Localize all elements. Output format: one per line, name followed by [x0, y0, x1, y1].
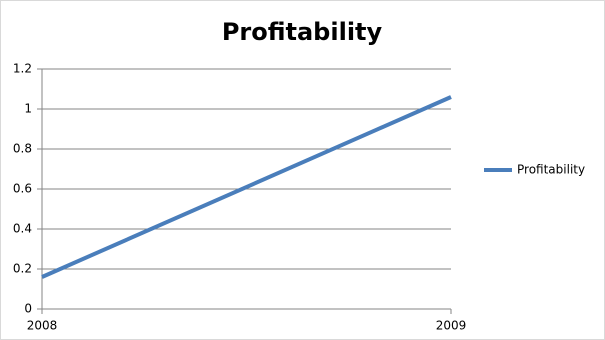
- y-tick-label: 0.6: [13, 182, 32, 196]
- y-tick-label: 0.8: [13, 142, 32, 156]
- legend-label: Profitability: [517, 163, 585, 177]
- y-tick-label: 1: [24, 102, 32, 116]
- chart-title: Profitability: [222, 18, 383, 46]
- y-tick-label: 0.4: [13, 222, 32, 236]
- y-tick-label: 1.2: [13, 62, 32, 76]
- x-tick-label: 2008: [27, 319, 58, 333]
- y-tick-label: 0.2: [13, 262, 32, 276]
- line: [41, 95, 452, 279]
- x-tick-label: 2009: [436, 319, 467, 333]
- y-tick-label: 0: [24, 302, 32, 316]
